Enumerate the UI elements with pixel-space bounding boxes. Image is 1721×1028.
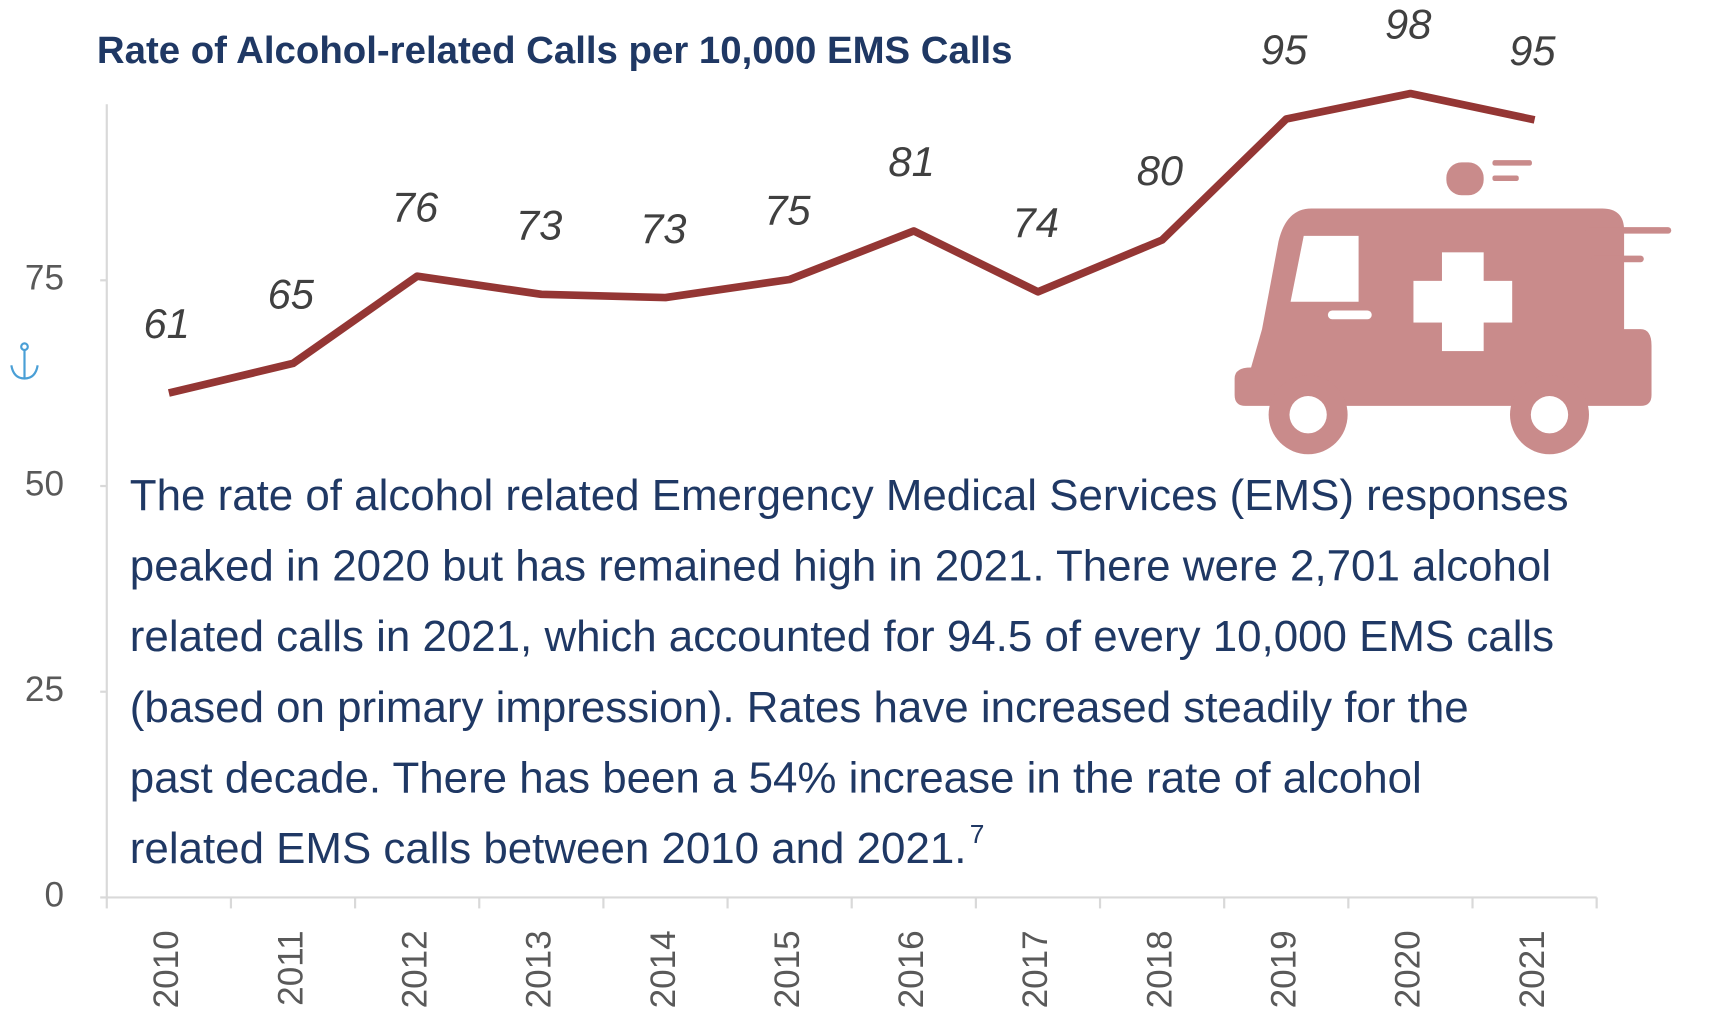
x-tick-label: 2016 <box>892 930 931 1008</box>
data-label: 65 <box>268 271 315 318</box>
x-tick-label: 2014 <box>644 930 683 1008</box>
x-tick-label: 2020 <box>1389 930 1428 1008</box>
data-label: 75 <box>764 187 811 234</box>
footnote-mark: 7 <box>970 819 985 849</box>
y-tick-label: 50 <box>25 464 64 503</box>
annotation-line: past decade. There has been a 54% increa… <box>130 753 1422 802</box>
ambulance-detail <box>1289 235 1569 434</box>
data-label: 80 <box>1137 147 1183 194</box>
x-tick-label: 2015 <box>768 930 807 1008</box>
data-label: 61 <box>143 300 189 347</box>
data-label: 81 <box>888 138 934 185</box>
annotation: The rate of alcohol related Emergency Me… <box>130 471 1569 873</box>
y-tick-label: 75 <box>25 259 64 298</box>
x-tick-label: 2021 <box>1513 930 1552 1008</box>
anchor-icon <box>10 342 39 380</box>
y-tick-label: 0 <box>44 876 64 915</box>
annotation-line: related calls in 2021, which accounted f… <box>130 612 1554 661</box>
data-label: 73 <box>640 205 686 252</box>
x-tick-label: 2019 <box>1265 930 1304 1008</box>
data-line <box>167 89 1536 397</box>
annotation-line: The rate of alcohol related Emergency Me… <box>130 471 1569 520</box>
x-tick-label: 2011 <box>271 930 310 1005</box>
data-label: 95 <box>1509 27 1556 74</box>
x-tick-label: 2010 <box>147 930 186 1008</box>
data-label: 95 <box>1261 26 1308 73</box>
x-tick-label: 2013 <box>520 930 559 1008</box>
data-label: 98 <box>1385 1 1431 48</box>
annotation-line: (based on primary impression). Rates hav… <box>130 683 1469 732</box>
annotation-line: related EMS calls between 2010 and 2021. <box>130 824 967 873</box>
x-tick-label: 2017 <box>1016 930 1055 1008</box>
data-label: 73 <box>516 201 562 248</box>
chart-title: Rate of Alcohol-related Calls per 10,000… <box>97 29 1013 72</box>
y-tick-label: 25 <box>25 670 64 709</box>
data-label: 74 <box>1013 199 1059 246</box>
annotation-line: peaked in 2020 but has remained high in … <box>130 542 1551 591</box>
x-tick-label: 2012 <box>395 930 434 1008</box>
x-tick-label: 2018 <box>1140 930 1179 1008</box>
data-label: 76 <box>392 183 439 230</box>
